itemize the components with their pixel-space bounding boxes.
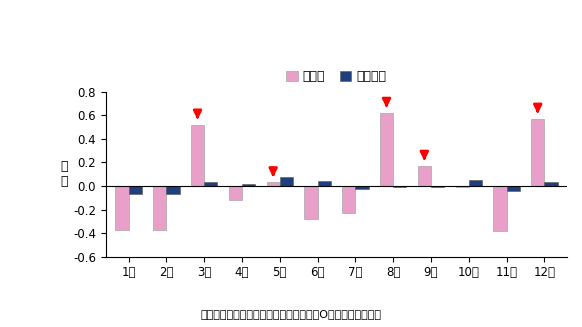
Bar bbox=[304, 186, 318, 219]
Bar bbox=[318, 181, 331, 186]
Bar bbox=[191, 125, 204, 186]
Bar bbox=[418, 166, 431, 186]
Bar bbox=[393, 186, 406, 187]
Text: 図　切り花と生鮮野菜の月平均購入額をOとしたときの指数: 図 切り花と生鮮野菜の月平均購入額をOとしたときの指数 bbox=[201, 309, 381, 319]
Legend: 切り花, 生鮮野菜: 切り花, 生鮮野菜 bbox=[282, 65, 392, 88]
Bar bbox=[494, 186, 506, 231]
Bar bbox=[380, 113, 393, 186]
Bar bbox=[544, 182, 558, 186]
Bar bbox=[506, 186, 520, 191]
Bar bbox=[431, 186, 444, 187]
Bar bbox=[153, 186, 166, 230]
Bar bbox=[531, 119, 544, 186]
Y-axis label: 指
数: 指 数 bbox=[61, 160, 68, 188]
Bar bbox=[204, 182, 218, 186]
Text: （二人以上世帯　総務省家計調査　2022年）: （二人以上世帯 総務省家計調査 2022年） bbox=[217, 326, 365, 327]
Bar bbox=[229, 186, 242, 200]
Bar bbox=[469, 180, 482, 186]
Bar bbox=[342, 186, 356, 213]
Bar bbox=[115, 186, 129, 230]
Bar bbox=[129, 186, 142, 194]
Bar bbox=[356, 186, 368, 189]
Bar bbox=[166, 186, 180, 194]
Bar bbox=[456, 186, 469, 187]
Bar bbox=[267, 182, 280, 186]
Bar bbox=[242, 183, 255, 186]
Bar bbox=[280, 177, 293, 186]
